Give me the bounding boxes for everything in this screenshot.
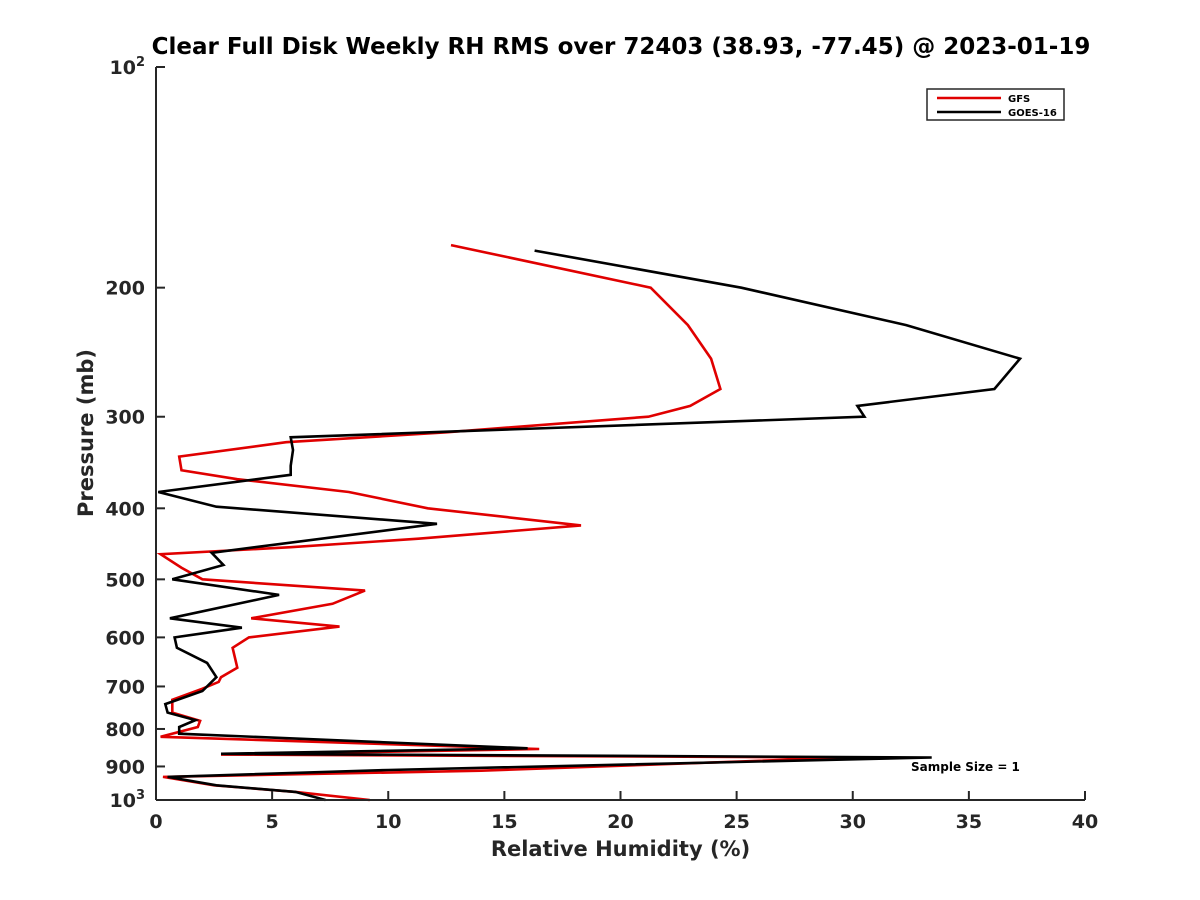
y-tick-label: 200 (105, 278, 145, 300)
legend-label: GOES-16 (1008, 108, 1057, 119)
y-tick-label: 500 (105, 569, 145, 591)
y-tick-label: 103 (110, 788, 146, 812)
y-tick-label: 700 (105, 676, 145, 698)
y-tick-label: 300 (105, 407, 145, 429)
y-axis-label: Pressure (mb) (74, 349, 98, 517)
y-tick-label: 400 (105, 498, 145, 520)
legend: GFS GOES-16 (926, 88, 1065, 121)
sample-size-annotation: Sample Size = 1 (911, 760, 1020, 774)
x-tick-label: 40 (1072, 811, 1098, 833)
axes: 0 5 10 15 20 25 30 35 40 102 200 300 400 500 600 700 800… (105, 55, 1098, 833)
legend-box (926, 88, 1065, 121)
x-tick-label: 15 (491, 811, 517, 833)
x-tick-label: 0 (149, 811, 162, 833)
y-tick-label: 900 (105, 756, 145, 778)
y-tick-label: 600 (105, 627, 145, 649)
y-tick-label: 102 (110, 55, 146, 79)
x-tick-label: 35 (956, 811, 982, 833)
x-axis-label: Relative Humidity (%) (491, 837, 750, 861)
plot-lines (156, 243, 1023, 802)
series-line-goes-16 (157, 249, 1023, 802)
x-tick-label: 25 (723, 811, 749, 833)
x-tick-label: 20 (607, 811, 633, 833)
legend-label: GFS (1008, 94, 1030, 105)
x-tick-label: 10 (375, 811, 401, 833)
x-tick-label: 30 (840, 811, 866, 833)
chart-title: Clear Full Disk Weekly RH RMS over 72403… (152, 34, 1091, 60)
x-tick-label: 5 (266, 811, 279, 833)
y-tick-label: 800 (105, 719, 145, 741)
